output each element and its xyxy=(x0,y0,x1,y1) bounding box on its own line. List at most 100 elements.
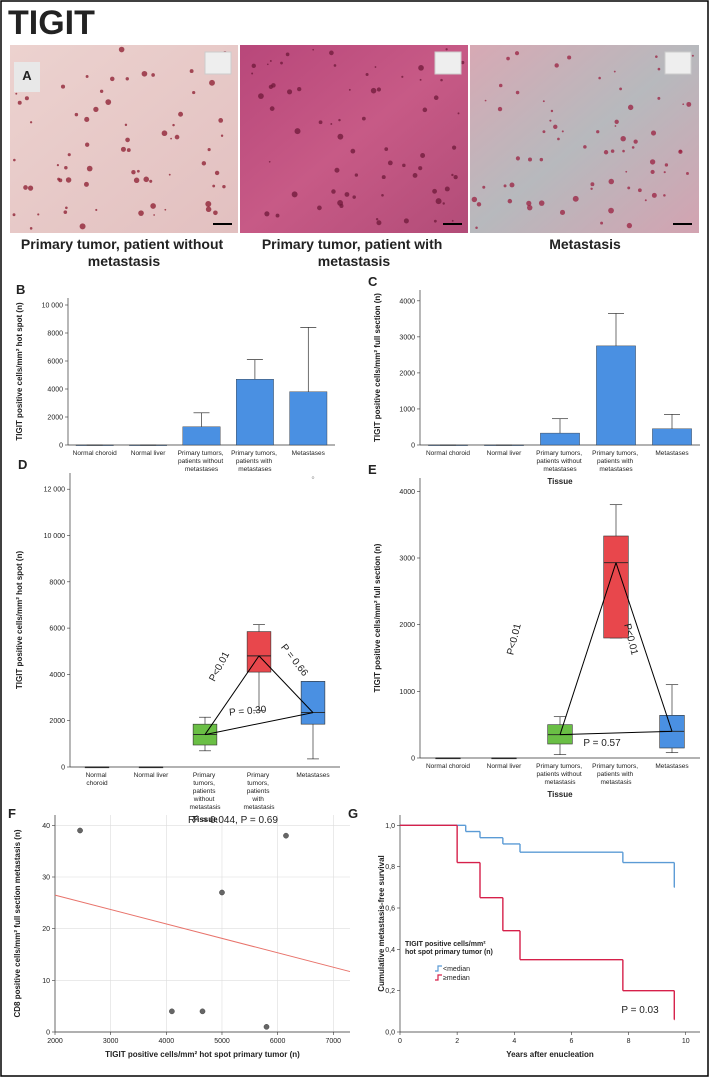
y-tick-label: 4000 xyxy=(399,298,415,305)
point xyxy=(219,889,225,896)
cell xyxy=(554,63,559,68)
bar xyxy=(289,391,328,446)
bar xyxy=(236,379,274,446)
thumbnail xyxy=(434,51,462,75)
panel-label: F xyxy=(8,806,16,821)
cell xyxy=(484,99,487,102)
cell xyxy=(350,148,356,154)
cell xyxy=(56,164,59,167)
point xyxy=(77,827,83,834)
cell xyxy=(212,184,216,188)
y-tick-label: 20 xyxy=(42,926,50,933)
cell xyxy=(192,90,196,95)
y-axis-title: TIGIT positive cells/mm² hot spot (n) xyxy=(15,551,24,690)
x-axis-title: Tissue xyxy=(547,477,573,486)
cell xyxy=(559,209,566,216)
legend-title: TIGIT positive cells/mm² hot spot primar… xyxy=(405,941,493,956)
x-axis-title: TIGIT positive cells/mm² hot spot primar… xyxy=(105,1050,300,1059)
x-axis-title: Tissue xyxy=(547,790,573,799)
y-tick-label: 1000 xyxy=(399,689,415,696)
y-tick-label: 2000 xyxy=(399,622,415,629)
cell xyxy=(507,198,513,204)
cell xyxy=(258,93,264,100)
cell xyxy=(294,128,301,135)
micrograph xyxy=(10,45,238,233)
y-tick-label: 0 xyxy=(411,756,415,763)
cell xyxy=(24,96,29,101)
cell xyxy=(678,149,683,154)
cell xyxy=(338,118,341,122)
cell xyxy=(79,223,86,230)
cell xyxy=(401,75,404,78)
cell xyxy=(381,193,384,197)
y-tick-label: 8000 xyxy=(47,331,63,338)
cell xyxy=(84,116,90,123)
box xyxy=(603,535,629,639)
cell xyxy=(285,52,290,57)
cell xyxy=(476,202,482,207)
cell xyxy=(331,189,336,194)
cell xyxy=(330,123,333,125)
cell xyxy=(412,173,418,178)
cell xyxy=(280,61,283,65)
y-tick-label: 6000 xyxy=(49,626,65,633)
cell xyxy=(291,191,298,198)
y-tick-label: 2000 xyxy=(399,370,415,377)
cell xyxy=(682,103,685,106)
cell xyxy=(65,206,68,210)
cell xyxy=(614,119,619,124)
cell xyxy=(329,50,334,56)
cell xyxy=(37,213,40,216)
cell xyxy=(29,227,33,230)
cell xyxy=(453,174,458,180)
cell xyxy=(509,182,515,188)
annotation: P<0.01 xyxy=(207,650,232,684)
annotation: P = 0.30 xyxy=(229,704,268,718)
cell xyxy=(567,55,572,60)
y-tick-label: 10 xyxy=(42,978,50,985)
y-tick-label: 12 000 xyxy=(44,487,66,494)
cell xyxy=(339,203,344,209)
annotation: P = 0.66 xyxy=(278,642,310,679)
cell xyxy=(608,207,614,214)
cell xyxy=(189,69,194,74)
point xyxy=(169,1008,175,1015)
cell xyxy=(170,137,172,140)
panel-label: D xyxy=(18,457,27,472)
cell xyxy=(251,63,256,69)
y-tick-label: 1,0 xyxy=(385,823,395,830)
cell xyxy=(118,46,125,53)
cell xyxy=(550,109,554,113)
y-axis-title: TIGIT positive cells/mm² full section (n… xyxy=(373,543,382,692)
cell xyxy=(354,173,359,177)
cell xyxy=(17,100,22,105)
x-tick-label: Primary tumors, patients with metastases xyxy=(592,450,640,473)
cell xyxy=(598,76,601,80)
x-tick-label: Primary tumors, patients without metasta… xyxy=(536,763,584,786)
y-tick-label: 3000 xyxy=(399,334,415,341)
x-tick-label: Primary tumors, patients without metasta… xyxy=(178,450,226,473)
cell xyxy=(418,166,423,171)
cell xyxy=(451,173,454,177)
x-tick-label: Normal choroid xyxy=(73,450,117,457)
box xyxy=(300,681,326,725)
cell xyxy=(164,208,167,211)
cell xyxy=(29,121,33,124)
cell xyxy=(23,185,28,190)
x-tick-label: Normal liver xyxy=(487,450,523,457)
cell xyxy=(627,104,634,111)
legend-symbol xyxy=(435,965,442,972)
cell xyxy=(384,147,389,151)
cell xyxy=(498,83,503,88)
cell xyxy=(99,89,104,93)
y-tick-label: 0,6 xyxy=(385,906,395,913)
cell xyxy=(218,118,224,123)
cell xyxy=(663,194,666,197)
x-tick-label: 0 xyxy=(398,1038,402,1045)
cell xyxy=(213,210,218,216)
cell xyxy=(433,95,439,101)
cell xyxy=(650,169,655,175)
y-tick-label: 0 xyxy=(46,1030,50,1037)
cell xyxy=(627,186,631,190)
cell xyxy=(205,201,212,208)
